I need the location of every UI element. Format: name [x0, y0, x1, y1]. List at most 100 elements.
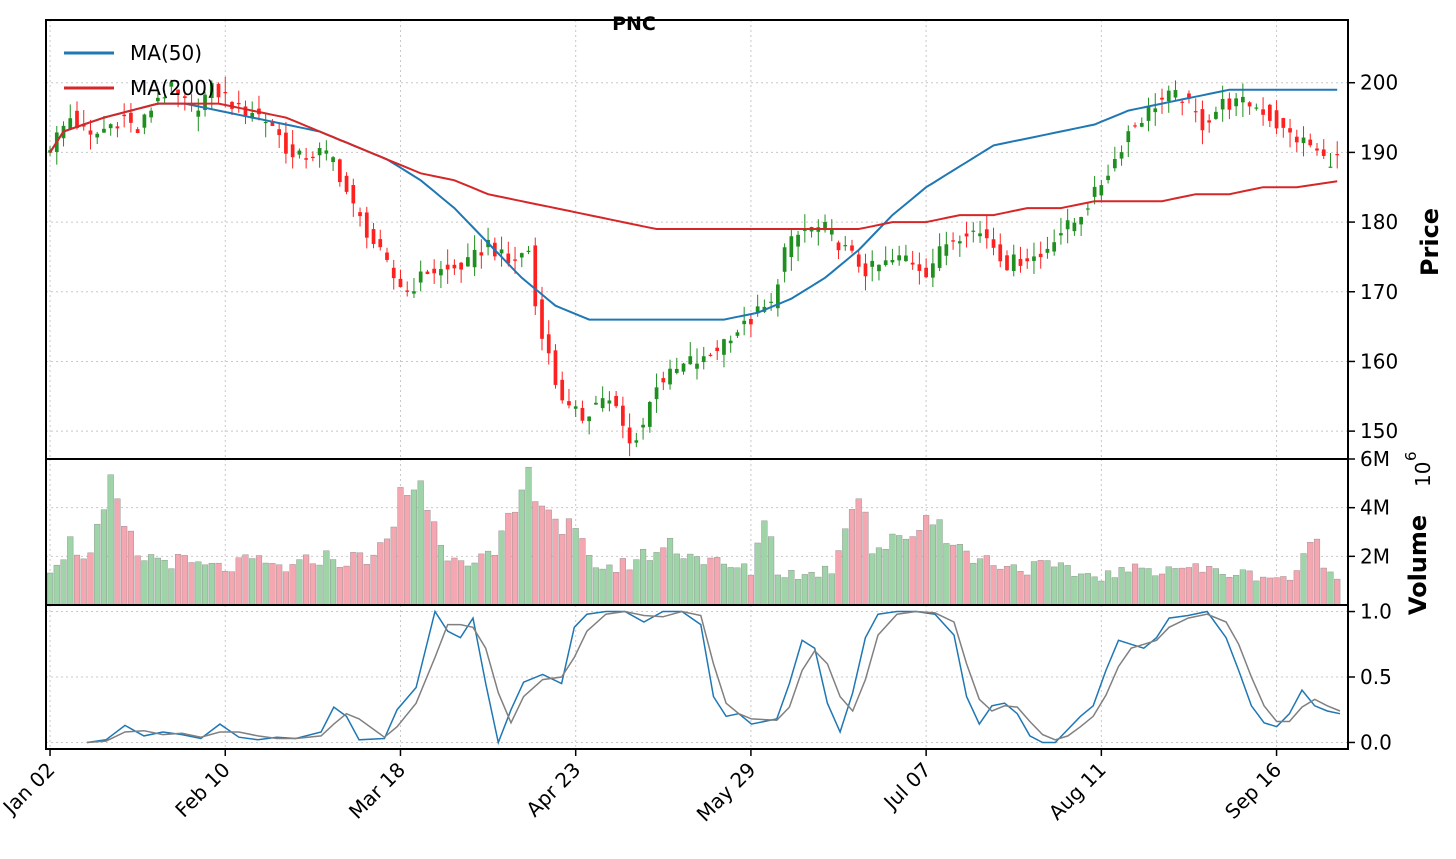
- candle-body: [1133, 125, 1137, 127]
- volume-bar: [565, 518, 573, 606]
- candle-body: [1153, 108, 1158, 113]
- volume-bar: [889, 533, 896, 606]
- x-tick-label: Mar 18: [344, 758, 410, 824]
- candle-body: [904, 255, 908, 262]
- volume-bar: [869, 553, 876, 606]
- volume-bar: [990, 565, 997, 606]
- candle-body: [270, 121, 275, 126]
- candle-body: [479, 252, 484, 256]
- candle-body: [701, 356, 706, 363]
- volume-bar: [377, 542, 384, 606]
- candle-body: [1139, 122, 1144, 127]
- volume-bar: [815, 576, 822, 606]
- volume-bar: [1084, 573, 1091, 606]
- volume-bar: [1185, 567, 1193, 606]
- candle-body: [391, 267, 396, 279]
- volume-bar: [747, 574, 754, 606]
- x-tick-label: May 29: [692, 758, 761, 827]
- volume-bar: [586, 555, 593, 606]
- volume-bar: [1307, 542, 1314, 606]
- volume-bar: [545, 509, 552, 606]
- volume-bar: [714, 557, 721, 606]
- volume-bar: [181, 555, 188, 606]
- candle-body: [102, 128, 106, 133]
- candle-body: [978, 233, 982, 237]
- volume-bar: [148, 554, 155, 606]
- volume-tick-label: 6M: [1360, 447, 1390, 471]
- candle-body: [526, 250, 531, 252]
- volume-bar: [1172, 568, 1179, 606]
- candle-body: [68, 118, 73, 130]
- volume-bar: [404, 495, 411, 606]
- volume-bar: [1125, 571, 1132, 606]
- volume-bar: [154, 557, 161, 606]
- volume-bar: [1179, 567, 1186, 606]
- candle-body: [1173, 90, 1178, 98]
- volume-bar: [1017, 570, 1024, 606]
- volume-bar: [950, 544, 957, 606]
- candle-body: [1112, 159, 1117, 169]
- volume-bar: [1071, 576, 1078, 606]
- candle-body: [425, 271, 430, 275]
- candle-body: [398, 278, 403, 288]
- volume-bar: [1037, 560, 1044, 606]
- candle-body: [122, 114, 127, 117]
- volume-bar: [121, 526, 128, 606]
- volume-bar: [46, 572, 54, 606]
- volume-bar: [255, 555, 263, 606]
- candle-body: [243, 106, 248, 116]
- price-tick-label: 180: [1360, 210, 1398, 234]
- candle-body: [695, 363, 699, 369]
- volume-bar: [397, 487, 404, 606]
- volume-bar: [781, 577, 788, 606]
- candle-body: [432, 268, 437, 274]
- candle-body: [1274, 110, 1279, 129]
- volume-bar: [1064, 565, 1071, 606]
- volume-bar: [828, 573, 835, 606]
- candle-body: [452, 264, 457, 269]
- candle-body: [674, 368, 679, 373]
- candle-body: [499, 249, 504, 254]
- candle-body: [769, 301, 773, 303]
- candle-body: [331, 157, 335, 163]
- volume-bar: [249, 558, 256, 606]
- candle-body: [870, 260, 875, 267]
- candle-body: [924, 267, 928, 278]
- candle-body: [1328, 166, 1333, 168]
- volume-bar: [336, 567, 343, 606]
- candle-body: [250, 112, 255, 119]
- legend-label-ma50: MA(50): [130, 41, 202, 65]
- candle-body: [964, 233, 969, 237]
- volume-bar: [458, 560, 465, 606]
- volume-bar: [774, 574, 781, 606]
- candle-body: [641, 424, 645, 428]
- volume-bar: [1118, 567, 1125, 606]
- candle-body: [715, 347, 720, 352]
- candle-body: [647, 401, 652, 427]
- volume-bar: [1030, 561, 1038, 606]
- candle-body: [661, 378, 666, 383]
- volume-bar: [525, 466, 532, 606]
- volume-bar: [201, 564, 209, 606]
- candle-body: [722, 339, 726, 355]
- candle-body: [1005, 255, 1009, 271]
- volume-bar: [242, 554, 249, 606]
- volume-bar: [168, 568, 175, 606]
- volume-bar: [1327, 571, 1334, 606]
- volume-bar: [511, 511, 519, 606]
- candle-body: [115, 126, 120, 129]
- volume-bar: [431, 521, 438, 606]
- candle-body: [95, 133, 100, 138]
- volume-bar: [1199, 571, 1206, 606]
- candle-body: [789, 236, 794, 258]
- candle-body: [284, 132, 288, 154]
- volume-bar: [1233, 574, 1240, 606]
- candle-body: [843, 245, 848, 247]
- candle-body: [1288, 128, 1292, 133]
- price-tick-label: 150: [1360, 419, 1398, 443]
- candle-body: [1187, 93, 1191, 99]
- candle-body: [728, 340, 733, 344]
- candle-body: [277, 129, 282, 136]
- volume-bar: [1212, 568, 1219, 606]
- candle-body: [897, 255, 902, 261]
